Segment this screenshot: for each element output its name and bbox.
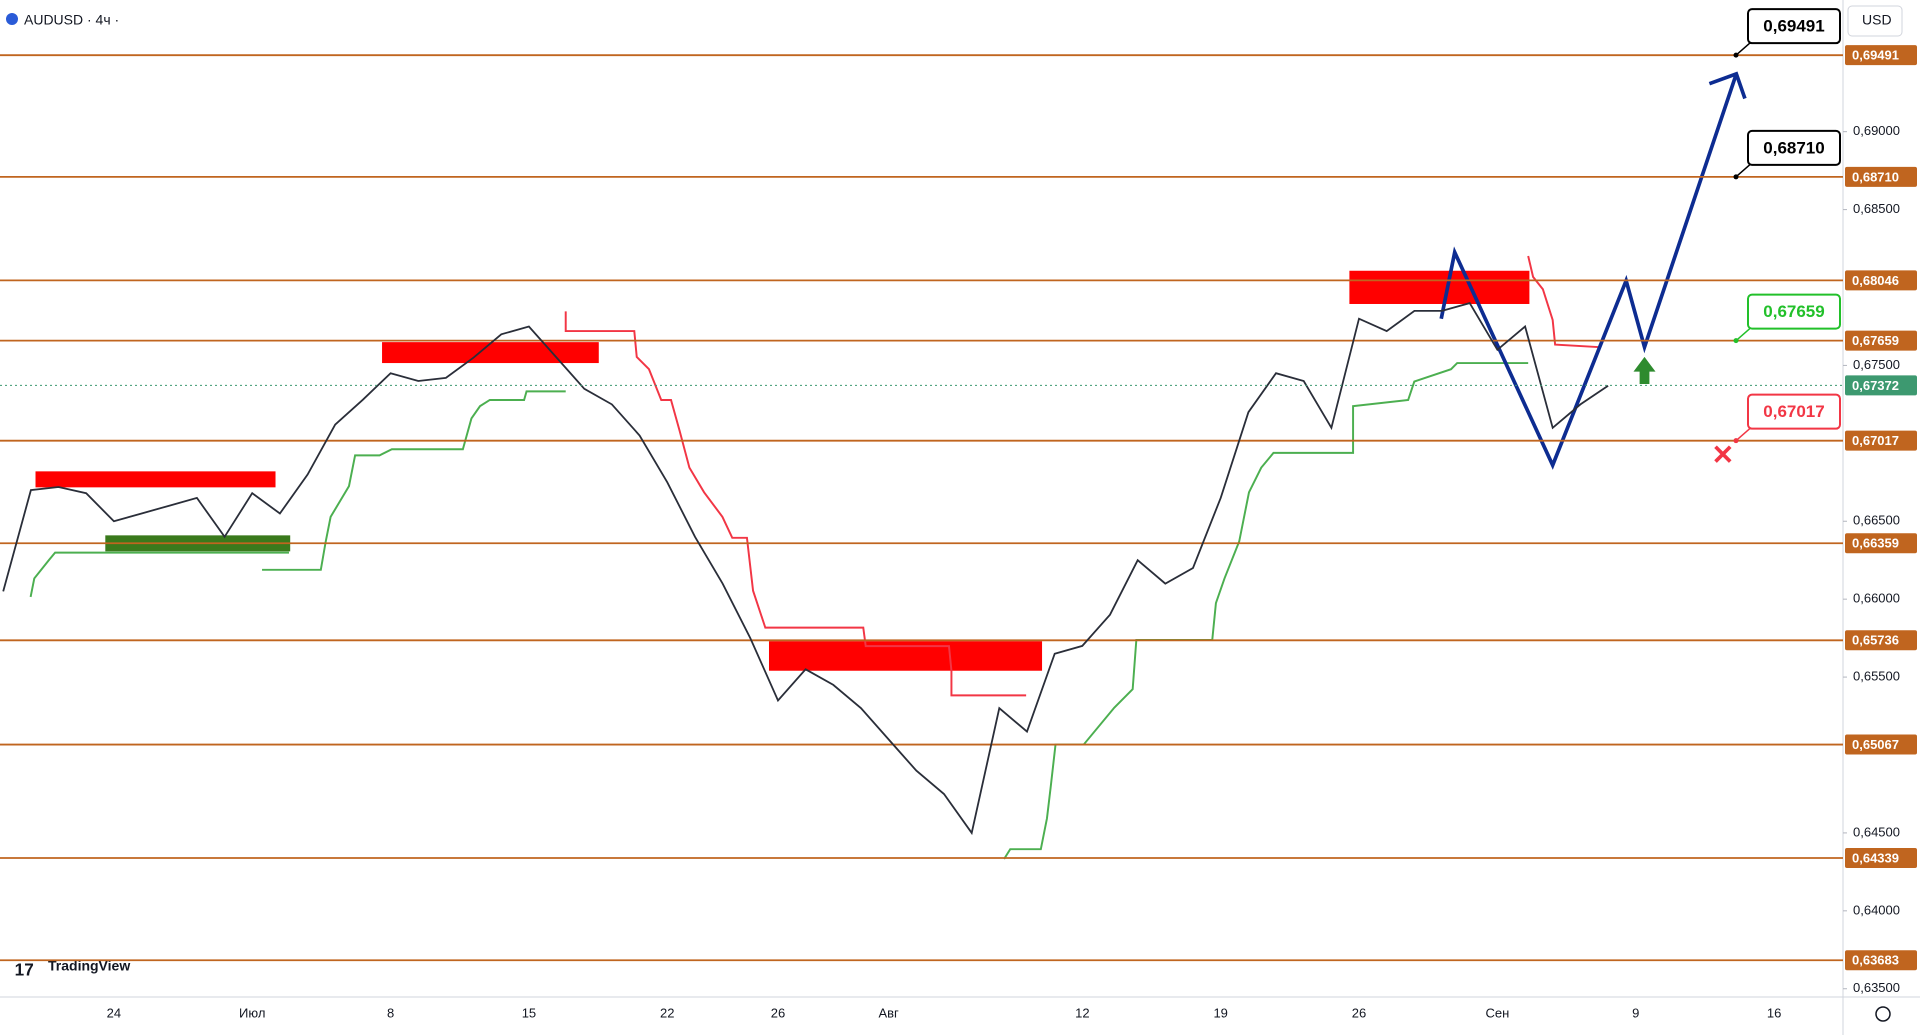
level-label-bg xyxy=(1845,166,1917,187)
brand: TradingView xyxy=(48,958,130,974)
y-tick-label: 0,68500 xyxy=(1853,201,1900,216)
callout-pointer xyxy=(1735,326,1753,342)
callout-label: 0,69491 xyxy=(1763,17,1824,36)
symbol-title[interactable]: AUDUSD · 4ч · xyxy=(24,12,119,28)
trailing-stop xyxy=(29,551,289,598)
level-label: 0,67017 xyxy=(1852,433,1899,448)
level-label: 0,64339 xyxy=(1852,850,1899,865)
trailing-stop xyxy=(1003,362,1529,860)
x-tick-label: 22 xyxy=(660,1005,674,1020)
callout-box xyxy=(1747,8,1841,45)
logo-mark: 17 xyxy=(15,960,34,980)
callout-box xyxy=(1747,129,1841,166)
y-tick-label: 0,66500 xyxy=(1853,513,1900,528)
symbol-icon xyxy=(6,13,18,25)
level-label-bg xyxy=(1845,847,1917,868)
trailing-stop xyxy=(262,390,566,571)
level-label: 0,69491 xyxy=(1852,48,1899,63)
x-tick-label: 16 xyxy=(1767,1005,1781,1020)
trailing-stop xyxy=(564,311,1027,697)
level-label: 0,68046 xyxy=(1852,273,1899,288)
y-tick-label: 0,67500 xyxy=(1853,357,1900,372)
callout-pointer xyxy=(1735,40,1753,56)
level-label-bg xyxy=(1845,630,1917,651)
level-label-bg xyxy=(1845,533,1917,554)
currency[interactable]: USD xyxy=(1862,12,1892,28)
level-label-bg xyxy=(1845,330,1917,351)
supply-zone xyxy=(382,342,599,364)
level-label-bg xyxy=(1845,950,1917,971)
callout-pointer xyxy=(1735,162,1753,178)
callout-pointer xyxy=(1735,426,1753,442)
level-label: 0,63683 xyxy=(1852,953,1899,968)
supply-zone xyxy=(35,471,276,488)
level-label: 0,65736 xyxy=(1852,633,1899,648)
callout-box xyxy=(1747,393,1841,430)
forecast-arrow xyxy=(1708,71,1747,100)
y-tick-label: 0,69000 xyxy=(1853,123,1900,138)
x-tick-label: Авг xyxy=(878,1005,899,1020)
currency-button[interactable] xyxy=(1847,5,1903,37)
x-tick-label: 24 xyxy=(107,1005,121,1020)
level-label-bg xyxy=(1845,734,1917,755)
supply-zone xyxy=(1349,270,1530,304)
y-tick-label: 0,63500 xyxy=(1853,980,1900,995)
x-tick-label: Сен xyxy=(1485,1005,1509,1020)
price-line xyxy=(2,302,1609,836)
y-tick-label: 0,64500 xyxy=(1853,824,1900,839)
x-tick-label: 8 xyxy=(387,1005,394,1020)
callout-label: 0,67659 xyxy=(1763,302,1824,321)
level-label-bg xyxy=(1845,430,1917,451)
x-tick-label: 15 xyxy=(522,1005,536,1020)
current-price-label: 0,67372 xyxy=(1852,378,1899,393)
cross-mark xyxy=(1714,445,1732,463)
callout-label: 0,68710 xyxy=(1763,138,1824,157)
level-label: 0,66359 xyxy=(1852,536,1899,551)
callout-box xyxy=(1747,293,1841,330)
level-label: 0,65067 xyxy=(1852,737,1899,752)
current-price-bg xyxy=(1845,375,1917,396)
level-label: 0,67659 xyxy=(1852,333,1899,348)
callout-label: 0,67017 xyxy=(1763,402,1824,421)
x-tick-label: 9 xyxy=(1632,1005,1639,1020)
level-label-bg xyxy=(1845,45,1917,66)
drawings: 17 xyxy=(15,71,1747,980)
forecast-path xyxy=(1439,73,1739,470)
level-label: 0,68710 xyxy=(1852,169,1899,184)
x-tick-label: 26 xyxy=(1352,1005,1366,1020)
y-tick-label: 0,64000 xyxy=(1853,902,1900,917)
settings-icon[interactable] xyxy=(1875,1006,1891,1022)
x-tick-label: 19 xyxy=(1213,1005,1227,1020)
y-tick-label: 0,66000 xyxy=(1853,591,1900,606)
level-label-bg xyxy=(1845,270,1917,291)
y-tick-label: 0,65500 xyxy=(1853,669,1900,684)
trailing-stop xyxy=(1527,255,1599,349)
up-arrow xyxy=(1633,356,1656,384)
x-tick-label: Июл xyxy=(239,1005,265,1020)
x-tick-label: 12 xyxy=(1075,1005,1089,1020)
x-tick-label: 26 xyxy=(771,1005,785,1020)
